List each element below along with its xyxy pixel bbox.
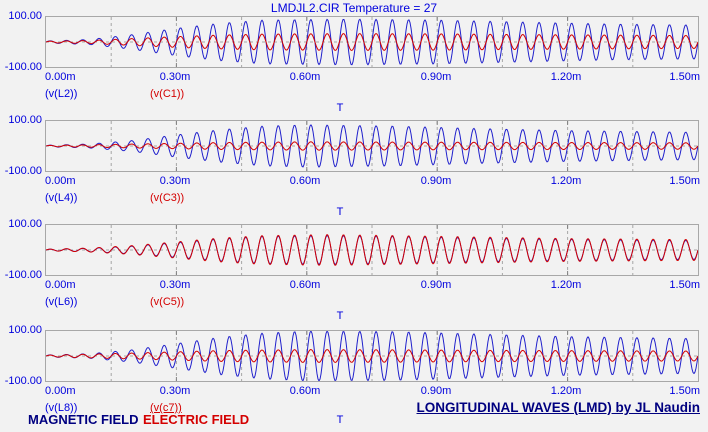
x-tick-label: 0.60m	[289, 385, 321, 397]
electric-wave	[46, 141, 698, 151]
plot-svg-panel-3	[46, 225, 698, 275]
y-tick-label: -100.00	[4, 269, 42, 281]
x-tick-label: 0.90m	[420, 279, 452, 291]
magnetic-series-label: (v(L4))	[45, 192, 78, 204]
electric-wave	[46, 33, 698, 51]
x-tick-label: 1.50m	[669, 71, 700, 83]
electric-series-label: (v(C3))	[150, 192, 185, 204]
plot-svg-panel-1	[46, 17, 698, 67]
y-tick-label: 100.00	[8, 324, 42, 336]
chart-title: LMDJL2.CIR Temperature = 27	[270, 1, 438, 15]
x-tick-label: 0.30m	[159, 385, 191, 397]
plot-svg-panel-4	[46, 331, 698, 381]
plot-svg-panel-2	[46, 121, 698, 171]
x-tick-label: 0.90m	[420, 175, 452, 187]
x-tick-label: 0.00m	[45, 385, 76, 397]
plot-area	[45, 330, 699, 382]
electric-wave	[46, 234, 698, 266]
x-tick-label: 0.00m	[45, 175, 76, 187]
x-tick-label: 0.00m	[45, 279, 76, 291]
plot-area	[45, 120, 699, 172]
plot-area	[45, 224, 699, 276]
x-tick-label: 0.00m	[45, 71, 76, 83]
waveform-panel-3: 100.00 -100.00 0.00m 0.30m 0.60m 0.90m 1.20m 1.…	[0, 218, 708, 324]
x-axis-label: T	[336, 102, 344, 114]
y-tick-label: -100.00	[4, 165, 42, 177]
waveform-panel-1: 100.00 -100.00 0.00m 0.30m 0.60m 0.90m 1.20m 1.…	[0, 10, 708, 116]
electric-series-label: (v(C5))	[150, 296, 185, 308]
x-tick-label: 1.20m	[550, 385, 582, 397]
magnetic-field-legend: MAGNETIC FIELD	[28, 412, 139, 427]
magnetic-series-label: (v(L2))	[45, 88, 78, 100]
x-tick-label: 0.30m	[159, 71, 191, 83]
x-tick-label: 1.50m	[669, 279, 700, 291]
x-tick-label: 1.20m	[550, 175, 582, 187]
x-axis-label: T	[336, 310, 344, 322]
y-tick-label: -100.00	[4, 375, 42, 387]
x-tick-label: 0.60m	[289, 175, 321, 187]
waveform-panel-4: 100.00 -100.00 0.00m 0.30m 0.60m 0.90m 1.20m 1.…	[0, 324, 708, 430]
x-tick-label: 1.20m	[550, 279, 582, 291]
y-tick-label: 100.00	[8, 10, 42, 22]
electric-series-label: (v(c7))	[150, 402, 182, 414]
electric-series-label: (v(C1))	[150, 88, 185, 100]
waveform-panel-2: 100.00 -100.00 0.00m 0.30m 0.60m 0.90m 1.20m 1.…	[0, 114, 708, 220]
x-tick-label: 0.60m	[289, 279, 321, 291]
y-tick-label: 100.00	[8, 114, 42, 126]
x-tick-label: 1.50m	[669, 385, 700, 397]
electric-field-legend: ELECTRIC FIELD	[143, 412, 250, 427]
x-tick-label: 0.30m	[159, 175, 191, 187]
x-axis-label: T	[336, 206, 344, 218]
magnetic-series-label: (v(L6))	[45, 296, 78, 308]
x-tick-label: 0.90m	[420, 385, 452, 397]
y-tick-label: -100.00	[4, 61, 42, 73]
x-tick-label: 1.50m	[669, 175, 700, 187]
plot-area	[45, 16, 699, 68]
electric-wave	[46, 349, 698, 363]
x-tick-label: 1.20m	[550, 71, 582, 83]
x-tick-label: 0.60m	[289, 71, 321, 83]
x-tick-label: 0.30m	[159, 279, 191, 291]
watermark-title: LONGITUDINAL WAVES (LMD) by JL Naudin	[416, 400, 701, 415]
y-tick-label: 100.00	[8, 218, 42, 230]
magnetic-series-label: (v(L8))	[45, 402, 78, 414]
x-axis-label: T	[336, 414, 344, 426]
x-tick-label: 0.90m	[420, 71, 452, 83]
